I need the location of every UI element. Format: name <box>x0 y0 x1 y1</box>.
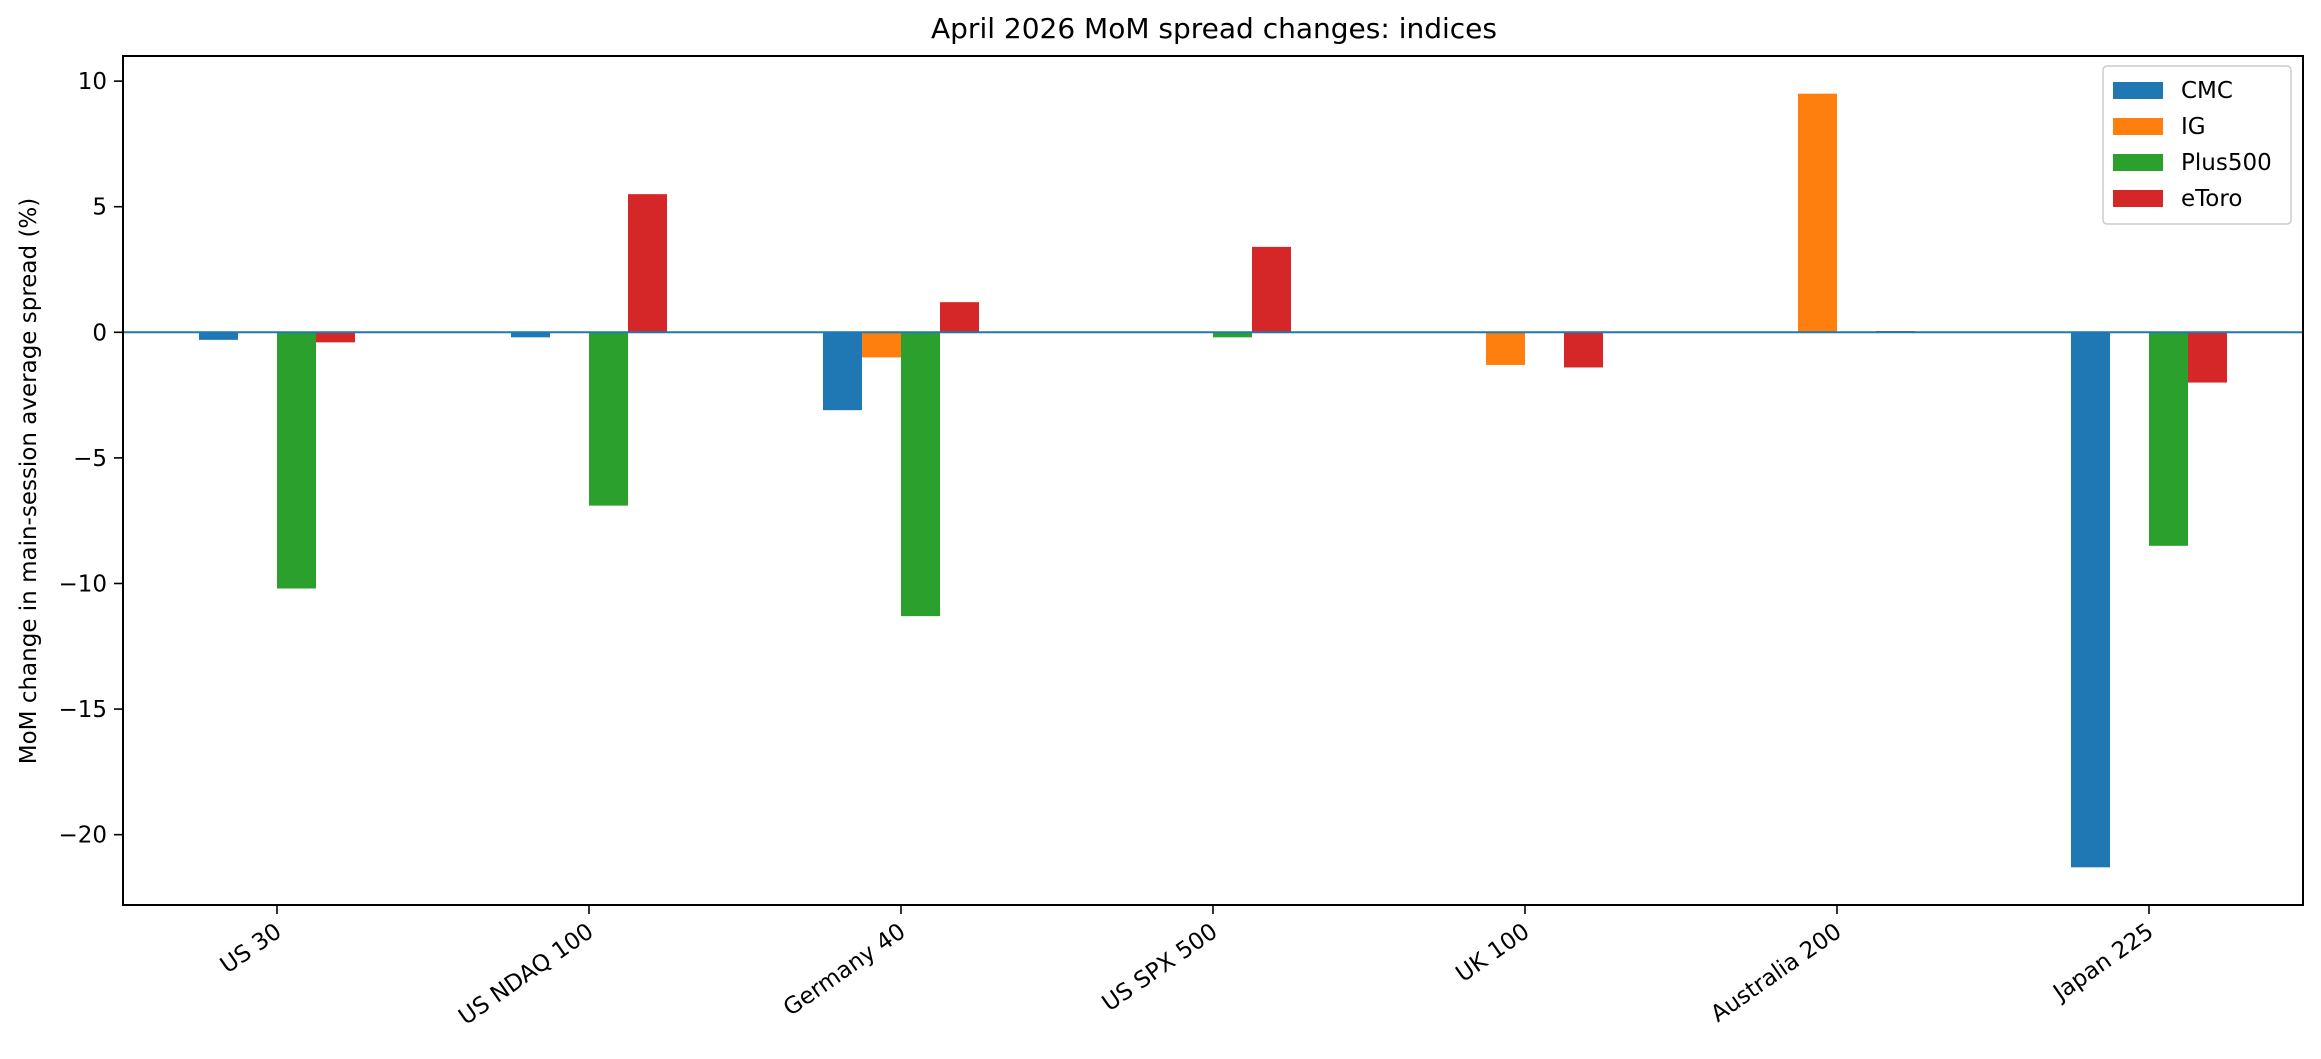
bars-layer <box>199 93 2227 868</box>
legend-box <box>2102 65 2292 225</box>
bar <box>589 332 628 506</box>
legend-label: CMC <box>2181 78 2233 104</box>
legend-swatch <box>2113 118 2163 135</box>
bar <box>823 332 862 411</box>
x-tick-label: US 30 <box>216 919 287 979</box>
y-tick-label: 5 <box>92 195 107 221</box>
x-tick-label: Japan 225 <box>2047 919 2158 1008</box>
bar <box>1798 93 1837 333</box>
bar <box>901 332 940 617</box>
y-tick-label: 0 <box>92 320 107 346</box>
plot-frame <box>122 55 2304 906</box>
y-tick-label: 10 <box>78 69 107 95</box>
bar <box>1564 332 1603 368</box>
bar <box>1486 332 1525 365</box>
chart-title: April 2026 MoM spread changes: indices <box>931 12 1497 45</box>
y-tick-label: −20 <box>58 823 107 849</box>
x-tick-label: US NDAQ 100 <box>454 919 598 1031</box>
bar <box>2071 332 2110 868</box>
legend-swatch <box>2113 190 2163 207</box>
axes-layer: 10 5 0 −5 −10 −15 −20 US 30 US NDAQ 100 Germany 4… <box>58 55 2304 1031</box>
bar <box>940 302 979 333</box>
bar <box>2149 332 2188 546</box>
y-tick-label: −5 <box>73 446 107 472</box>
x-tick-label: UK 100 <box>1451 919 1534 988</box>
x-tick-label: Australia 200 <box>1706 919 1846 1028</box>
bar <box>316 332 355 343</box>
legend-swatch <box>2113 154 2163 171</box>
y-tick-label: −15 <box>58 697 107 723</box>
legend-swatch <box>2113 82 2163 99</box>
y-tick-label: −10 <box>58 571 107 597</box>
legend-label: IG <box>2181 114 2206 140</box>
x-tick-label: Germany 40 <box>779 919 910 1022</box>
bar <box>628 194 667 333</box>
x-tick-label: US SPX 500 <box>1098 919 1223 1017</box>
bar <box>862 332 901 358</box>
bar <box>2188 332 2227 383</box>
legend-label: eToro <box>2181 186 2242 212</box>
bar <box>199 332 238 340</box>
legend-label: Plus500 <box>2181 150 2272 176</box>
bar <box>1213 332 1252 338</box>
bar <box>277 332 316 589</box>
bar <box>511 332 550 338</box>
bar <box>1252 246 1291 333</box>
y-axis-label: MoM change in main-session average sprea… <box>16 198 42 764</box>
legend: CMC IG Plus500 eToro <box>2102 65 2292 225</box>
